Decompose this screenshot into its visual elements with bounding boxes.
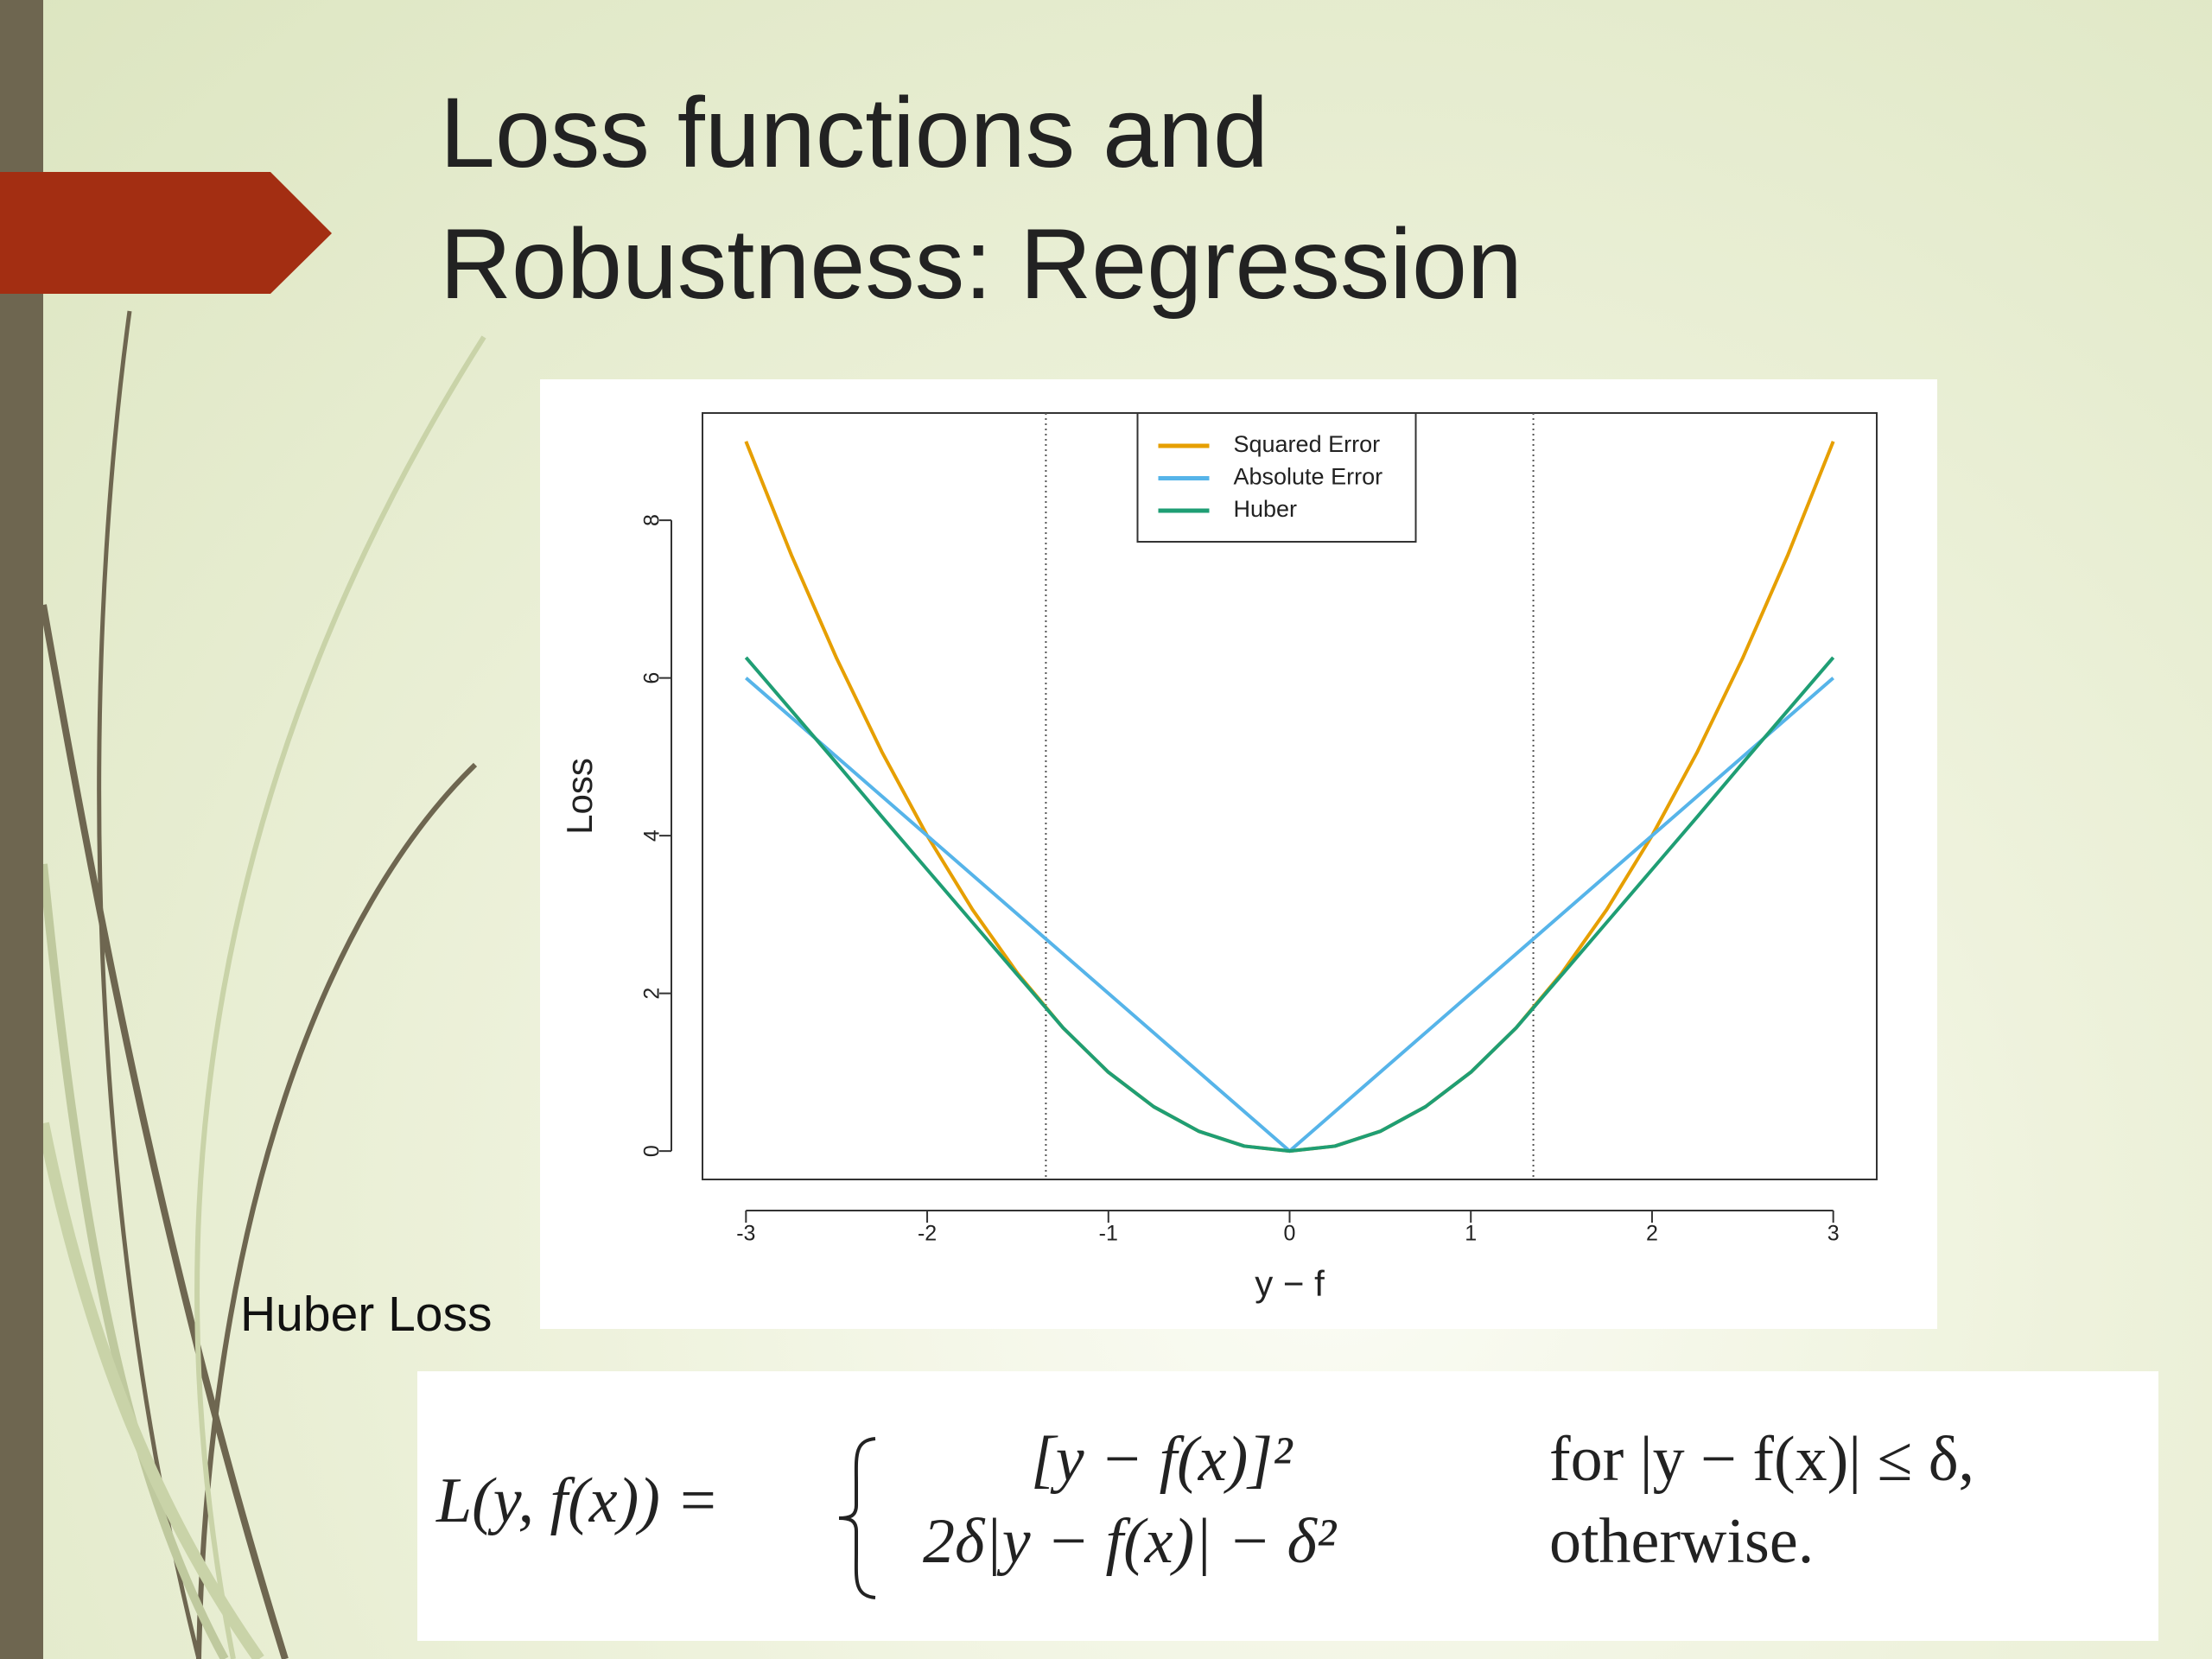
chart: -3 -2 -1 0 1 2 3 0 2 4 6 8 y − f Loss Squared Error Abs… (540, 379, 1937, 1329)
formula-case2-expr: 2δ|y − f(x)| − δ² (923, 1506, 1337, 1577)
formula-case1-expr: [y − f(x)]² (1031, 1424, 1293, 1495)
x-tick-label: 3 (1827, 1222, 1840, 1246)
legend-label: Squared Error (1234, 431, 1381, 457)
series-line (744, 441, 1835, 1154)
legend-label: Huber (1234, 496, 1298, 522)
series-line (744, 656, 1835, 1154)
x-tick-label: -1 (1099, 1222, 1118, 1246)
y-tick-label: 0 (640, 1145, 664, 1157)
x-tick-label: 0 (1284, 1222, 1296, 1246)
x-tick-label: 2 (1646, 1222, 1658, 1246)
y-tick-label: 4 (640, 830, 664, 842)
x-axis-label: y − f (1255, 1263, 1325, 1304)
legend-label: Absolute Error (1234, 464, 1383, 490)
series-line (745, 677, 1834, 1154)
caption: Huber Loss (240, 1287, 493, 1342)
x-tick-label: -3 (736, 1222, 755, 1246)
formula-brace (838, 1437, 876, 1599)
y-tick-label: 6 (640, 672, 664, 684)
formula-case2-cond: otherwise. (1549, 1506, 1815, 1577)
formula: L(y, f(x)) = [y − f(x)]² for |y − f(x)| … (417, 1371, 2158, 1641)
formula-lhs: L(y, f(x)) = (436, 1465, 720, 1536)
y-tick-label: 8 (640, 514, 664, 526)
formula-case1-cond: for |y − f(x)| ≤ δ, (1549, 1424, 1975, 1495)
y-axis-label: Loss (559, 758, 600, 835)
y-tick-label: 2 (640, 988, 664, 1000)
title-arrow (0, 172, 332, 294)
x-tick-label: -2 (918, 1222, 937, 1246)
x-tick-label: 1 (1465, 1222, 1477, 1246)
slide-title: Loss functions and Robustness: Regressio… (440, 78, 1522, 320)
decor-curves (37, 310, 486, 1659)
legend: Squared Error Absolute Error Huber (1136, 412, 1417, 543)
